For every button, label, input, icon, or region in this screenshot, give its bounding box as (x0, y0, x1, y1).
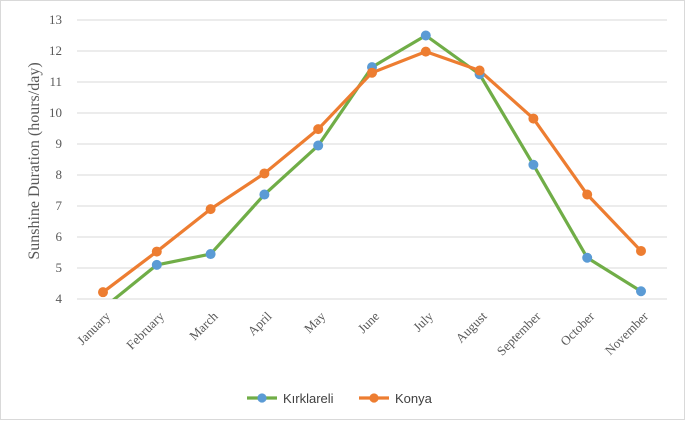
series-1 (102, 50, 643, 294)
data-point (205, 249, 216, 260)
x-tick-label: August (453, 308, 490, 345)
legend-item: Kırklareli (247, 391, 334, 406)
x-tick-label: April (245, 308, 275, 338)
y-tick-label: 4 (56, 291, 63, 306)
data-point (636, 286, 647, 297)
x-tick-label: November (602, 308, 652, 358)
legend-swatch-marker (257, 393, 267, 403)
legend-label: Konya (395, 391, 433, 406)
y-tick-label: 12 (49, 43, 62, 58)
data-point (205, 204, 216, 215)
data-point (420, 46, 431, 57)
x-tick-label: May (301, 308, 329, 336)
x-tick-label: October (557, 308, 598, 349)
x-axis-ticks: January February March April May June July Augu… (74, 308, 652, 358)
x-tick-label: February (123, 308, 167, 352)
data-point (98, 287, 109, 298)
series-markers-0 (151, 30, 647, 297)
x-tick-label: January (74, 308, 114, 348)
x-tick-label: September (494, 308, 544, 358)
data-point (313, 140, 324, 151)
data-point (151, 259, 162, 270)
y-tick-label: 9 (56, 136, 63, 151)
data-point (259, 168, 270, 179)
data-point (313, 124, 324, 135)
y-tick-label: 13 (49, 12, 62, 27)
data-point (636, 245, 647, 256)
legend: Kırklareli Konya (247, 391, 433, 406)
data-point (420, 30, 431, 41)
y-axis-ticks: 4 5 6 7 8 9 10 11 12 13 (49, 12, 63, 306)
legend-item: Konya (359, 391, 433, 406)
data-point (366, 67, 377, 78)
x-tick-label: March (186, 308, 221, 343)
y-tick-label: 11 (49, 74, 62, 89)
y-axis-title: Sunshine Duration (hours/day) (26, 62, 43, 259)
data-point (151, 246, 162, 257)
y-tick-label: 6 (56, 229, 63, 244)
legend-swatch-marker (369, 393, 379, 403)
data-point (259, 189, 270, 200)
y-tick-label: 10 (49, 105, 62, 120)
x-tick-label: June (355, 308, 383, 336)
data-point (474, 65, 485, 76)
series-markers-1 (98, 46, 647, 298)
series-line (102, 50, 643, 294)
y-tick-label: 7 (56, 198, 63, 213)
legend-label: Kırklareli (283, 391, 334, 406)
data-point (528, 113, 539, 124)
data-point (528, 159, 539, 170)
data-point (582, 189, 593, 200)
grid-lines (77, 19, 667, 300)
y-tick-label: 5 (56, 260, 63, 275)
series-layer (98, 30, 647, 299)
data-point (582, 252, 593, 263)
y-tick-label: 8 (56, 167, 63, 182)
x-tick-label: July (410, 308, 436, 334)
